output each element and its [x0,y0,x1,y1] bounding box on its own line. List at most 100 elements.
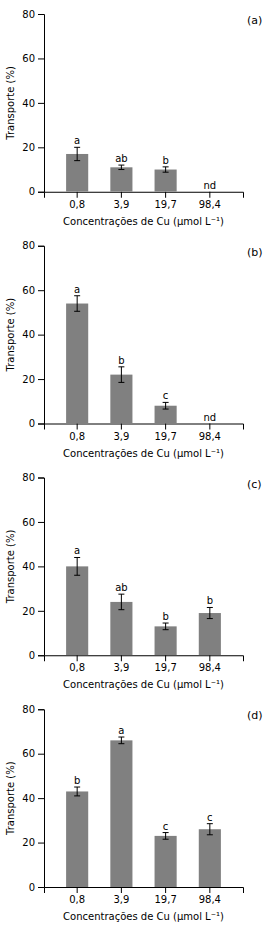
annotation: ab [115,153,127,164]
y-tick-label: 80 [22,240,35,251]
panel-label: (c) [247,478,262,491]
y-axis: 020406080 [22,240,44,429]
x-axis-line [45,888,244,894]
error-bar [118,737,124,744]
x-tick-label: 98,4 [199,662,221,673]
plot-area [66,557,221,655]
annotations: aabbb [74,545,213,622]
bar [110,740,132,887]
x-tick: 3,9 [113,192,129,210]
y-tick-mark [38,147,44,148]
y-tick: 0 [29,418,44,429]
y-tick-label: 40 [22,793,35,804]
error-bar [74,557,80,575]
x-tick-label: 3,9 [113,662,129,673]
y-tick-mark [38,246,44,247]
annotation: b [207,595,213,606]
y-tick-label: 60 [22,53,35,64]
y-tick: 80 [22,9,44,20]
y-axis-title: Transporte (%) [5,66,16,141]
plot-area [66,147,177,191]
error-bar [74,147,80,160]
y-tick-mark [38,103,44,104]
y-tick: 20 [22,837,44,848]
annotation: a [118,725,124,736]
y-tick-mark [38,709,44,710]
y-tick: 40 [22,329,44,340]
bar [155,170,177,192]
y-tick: 60 [22,748,44,759]
y-tick: 60 [22,53,44,64]
x-tick: 98,4 [199,887,221,905]
error-bar [118,594,124,610]
x-tick: 3,9 [113,887,129,905]
y-tick: 0 [29,186,44,197]
y-tick-label: 40 [22,98,35,109]
plot-area [66,296,177,424]
chart-root: 0204060800,83,919,798,4aabbnd(a)Concentr… [0,0,271,927]
x-axis: 0,83,919,798,4 [45,424,244,442]
y-tick-mark [38,798,44,799]
x-axis-line [45,656,244,662]
y-tick-mark [38,379,44,380]
annotation: nd [203,412,216,423]
x-tick: 19,7 [154,424,176,442]
y-tick-mark [38,566,44,567]
x-tick-label: 0,8 [69,662,85,673]
annotation: nd [203,180,216,191]
panel-label: (b) [247,246,263,259]
y-tick: 80 [22,704,44,715]
y-axis-line [38,710,45,888]
x-tick: 3,9 [113,424,129,442]
panel: 0204060800,83,919,798,4abcnd(b)Concentra… [5,240,263,458]
x-tick-mark [209,424,210,430]
error-bar [207,607,213,618]
error-bar [163,833,169,840]
x-tick-mark [165,192,166,198]
y-tick: 20 [22,142,44,153]
y-tick: 80 [22,472,44,483]
error-bar [74,296,80,312]
error-bar [74,787,80,796]
y-axis: 020406080 [22,472,44,661]
x-tick-label: 98,4 [199,894,221,905]
panel: 0204060800,83,919,798,4bacc(d)Concentraç… [5,704,263,922]
annotation: c [163,821,169,832]
y-tick-mark [38,843,44,844]
y-tick: 40 [22,793,44,804]
x-tick: 0,8 [69,424,85,442]
y-tick-label: 60 [22,517,35,528]
x-tick: 98,4 [199,655,221,673]
y-tick: 0 [29,882,44,893]
y-tick: 40 [22,98,44,109]
panel: 0204060800,83,919,798,4aabbnd(a)Concentr… [5,9,262,227]
y-tick: 20 [22,606,44,617]
x-tick: 19,7 [154,192,176,210]
annotation: ab [115,582,127,593]
x-tick-mark [77,887,78,893]
annotation: a [74,545,80,556]
y-tick-label: 0 [29,650,35,661]
error-bar [118,367,124,383]
y-tick: 0 [29,650,44,661]
y-tick-label: 60 [22,748,35,759]
x-tick-mark [77,655,78,661]
x-tick-mark [209,192,210,198]
bar [199,829,221,887]
bar [66,566,88,655]
x-axis-line [45,424,244,430]
y-tick-label: 40 [22,329,35,340]
y-tick-label: 20 [22,142,35,153]
x-axis-line [45,192,244,198]
y-axis-line [38,478,45,656]
x-tick-mark [121,655,122,661]
x-tick-mark [121,424,122,430]
x-axis-title: Concentrações de Cu (μmol L⁻¹) [63,679,224,690]
y-tick-mark [38,655,44,656]
panel-label: (d) [247,709,263,722]
bar [66,791,88,887]
y-tick-label: 80 [22,704,35,715]
y-tick-label: 20 [22,374,35,385]
x-tick-mark [209,887,210,893]
y-tick-mark [38,611,44,612]
